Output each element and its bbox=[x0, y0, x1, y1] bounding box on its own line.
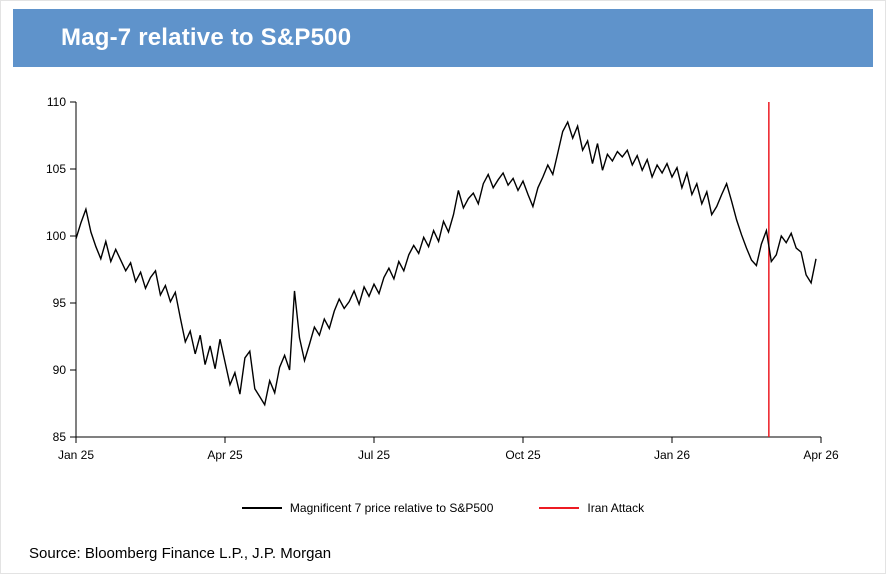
x-tick-label: Jan 25 bbox=[58, 448, 94, 462]
annotation-line-swatch bbox=[539, 507, 580, 509]
legend-label-annotation: Iran Attack bbox=[587, 501, 645, 515]
legend-item-series: Magnificent 7 price relative to S&P500 bbox=[241, 501, 494, 515]
y-tick-label: 100 bbox=[46, 229, 66, 243]
y-tick-label: 95 bbox=[53, 296, 67, 310]
x-tick-label: Apr 25 bbox=[207, 448, 243, 462]
series-line-swatch bbox=[241, 507, 282, 509]
header-bar: Mag-7 relative to S&P500 bbox=[13, 9, 873, 67]
x-tick-label: Apr 26 bbox=[803, 448, 839, 462]
mag7-series-line bbox=[75, 120, 817, 407]
y-tick-label: 110 bbox=[47, 95, 66, 109]
x-tick-label: Oct 25 bbox=[505, 448, 541, 462]
source-text: Source: Bloomberg Finance L.P., J.P. Mor… bbox=[29, 545, 332, 562]
y-tick-label: 85 bbox=[53, 430, 67, 444]
mag7-relative-chart: 85 90 95 100 105 110 Jan 25 Apr 25 Jul 25 Oct 25 J… bbox=[46, 95, 839, 462]
y-tick-label: 105 bbox=[46, 162, 66, 176]
x-tick-label: Jan 26 bbox=[654, 448, 690, 462]
legend: Magnificent 7 price relative to S&P500 I… bbox=[1, 501, 885, 515]
chart-title: Mag-7 relative to S&P500 bbox=[61, 24, 352, 51]
y-tick-label: 90 bbox=[53, 363, 67, 377]
legend-label-series: Magnificent 7 price relative to S&P500 bbox=[289, 501, 494, 515]
x-tick-label: Jul 25 bbox=[358, 448, 390, 462]
legend-item-annotation: Iran Attack bbox=[539, 501, 644, 515]
